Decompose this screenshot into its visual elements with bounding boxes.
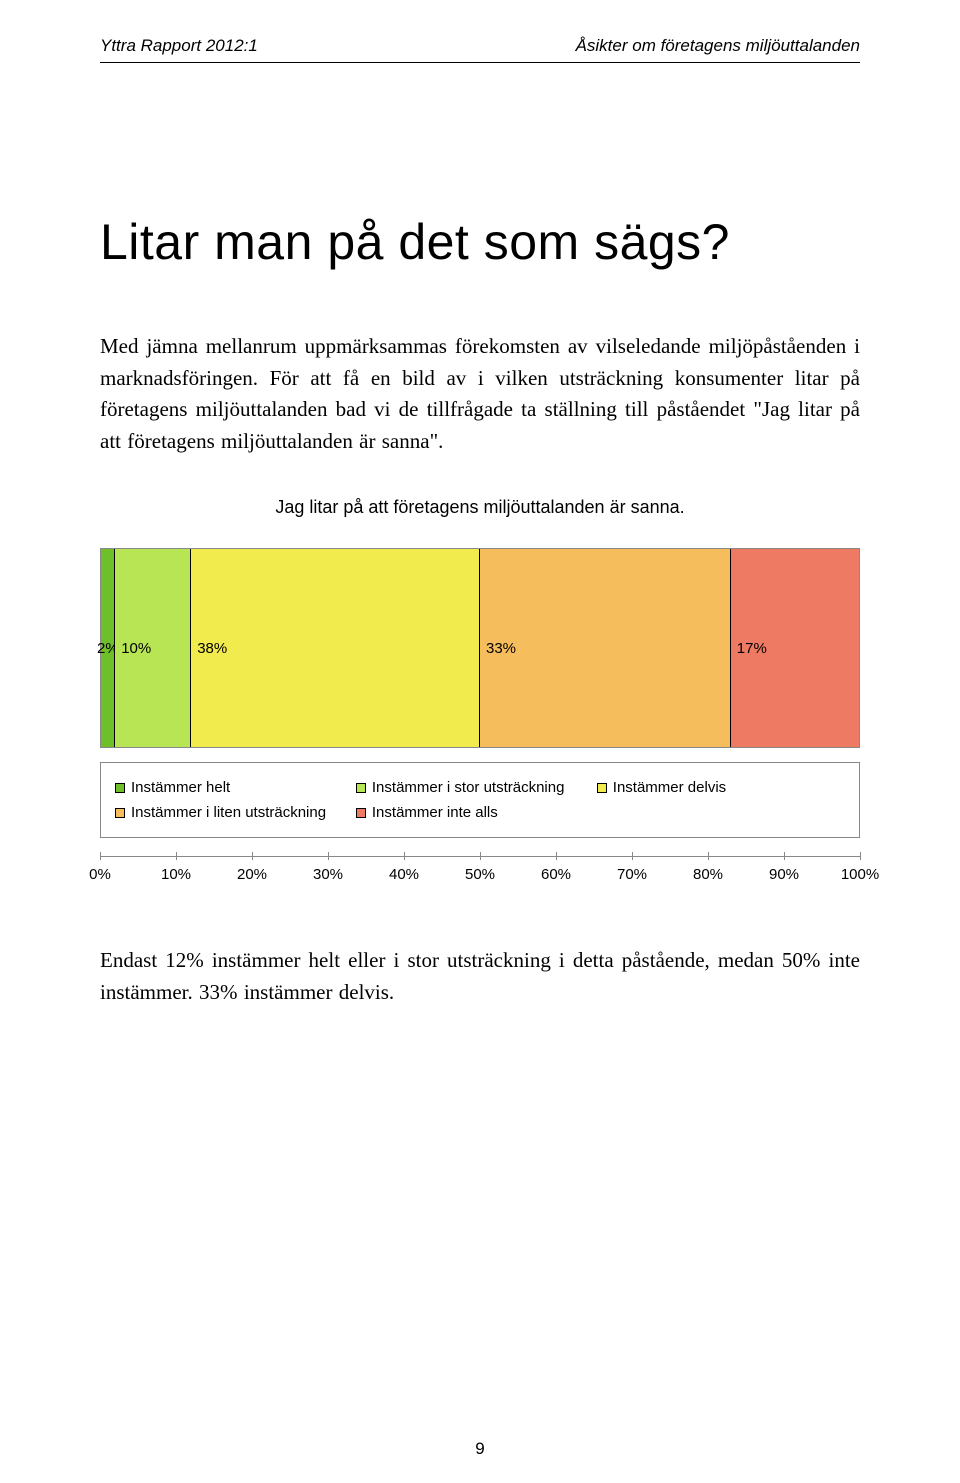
legend-label: Instämmer helt bbox=[131, 779, 230, 796]
x-axis: 0%10%20%30%40%50%60%70%80%90%100% bbox=[100, 856, 860, 890]
page-number: 9 bbox=[0, 1439, 960, 1459]
axis-tick-label: 90% bbox=[769, 866, 799, 883]
axis-tick-label: 60% bbox=[541, 866, 571, 883]
intro-paragraph: Med jämna mellanrum uppmärksammas föreko… bbox=[100, 331, 860, 457]
legend-swatch bbox=[115, 808, 125, 818]
axis-tick bbox=[860, 852, 861, 860]
chart-legend: Instämmer helt Instämmer i stor utsträckn… bbox=[100, 762, 860, 838]
axis-tick bbox=[176, 852, 177, 860]
axis-tick bbox=[556, 852, 557, 860]
bar-segment: 17% bbox=[731, 549, 860, 747]
axis-tick bbox=[708, 852, 709, 860]
legend-label: Instämmer inte alls bbox=[372, 804, 498, 821]
bar-segment: 33% bbox=[480, 549, 731, 747]
legend-item: Instämmer i stor utsträckning bbox=[356, 775, 597, 800]
axis-tick-label: 20% bbox=[237, 866, 267, 883]
page: Yttra Rapport 2012:1 Åsikter om företage… bbox=[0, 0, 960, 1483]
axis-tick-label: 100% bbox=[841, 866, 879, 883]
axis-tick-label: 70% bbox=[617, 866, 647, 883]
axis-tick bbox=[404, 852, 405, 860]
page-title: Litar man på det som sägs? bbox=[100, 213, 860, 271]
bar-segment-label: 10% bbox=[121, 640, 151, 657]
stacked-bar: 2% 10% 38% 33% 17% bbox=[100, 548, 860, 748]
axis-tick-label: 80% bbox=[693, 866, 723, 883]
axis-tick bbox=[252, 852, 253, 860]
axis-tick-label: 10% bbox=[161, 866, 191, 883]
legend-label: Instämmer delvis bbox=[613, 779, 726, 796]
axis-tick-label: 40% bbox=[389, 866, 419, 883]
legend-swatch bbox=[115, 783, 125, 793]
bar-segment: 10% bbox=[115, 549, 191, 747]
bar-segment-label: 38% bbox=[197, 640, 227, 657]
running-head: Yttra Rapport 2012:1 Åsikter om företage… bbox=[100, 36, 860, 56]
axis-tick bbox=[328, 852, 329, 860]
legend-label: Instämmer i liten utsträckning bbox=[131, 804, 326, 821]
legend-label: Instämmer i stor utsträckning bbox=[372, 779, 565, 796]
axis-tick-label: 50% bbox=[465, 866, 495, 883]
running-head-left: Yttra Rapport 2012:1 bbox=[100, 36, 258, 56]
axis-tick bbox=[100, 852, 101, 860]
legend-item: Instämmer i liten utsträckning bbox=[115, 800, 356, 825]
bar-segment-label: 17% bbox=[737, 640, 767, 657]
bar-segment: 38% bbox=[191, 549, 480, 747]
chart-caption: Endast 12% instämmer helt eller i stor u… bbox=[100, 945, 860, 1008]
legend-swatch bbox=[356, 783, 366, 793]
axis-tick-label: 0% bbox=[89, 866, 111, 883]
bar-segment: 2% bbox=[100, 549, 115, 747]
legend-item: Instämmer delvis bbox=[597, 775, 838, 800]
axis-tick bbox=[784, 852, 785, 860]
legend-swatch bbox=[356, 808, 366, 818]
legend-swatch bbox=[597, 783, 607, 793]
axis-tick bbox=[632, 852, 633, 860]
legend-item: Instämmer helt bbox=[115, 775, 356, 800]
running-head-right: Åsikter om företagens miljöuttalanden bbox=[576, 36, 860, 56]
chart: Jag litar på att företagens miljöuttalan… bbox=[100, 497, 860, 890]
chart-title: Jag litar på att företagens miljöuttalan… bbox=[100, 497, 860, 518]
bar-segment-label: 33% bbox=[486, 640, 516, 657]
header-rule bbox=[100, 62, 860, 63]
axis-tick-label: 30% bbox=[313, 866, 343, 883]
axis-tick bbox=[480, 852, 481, 860]
legend-item: Instämmer inte alls bbox=[356, 800, 597, 825]
